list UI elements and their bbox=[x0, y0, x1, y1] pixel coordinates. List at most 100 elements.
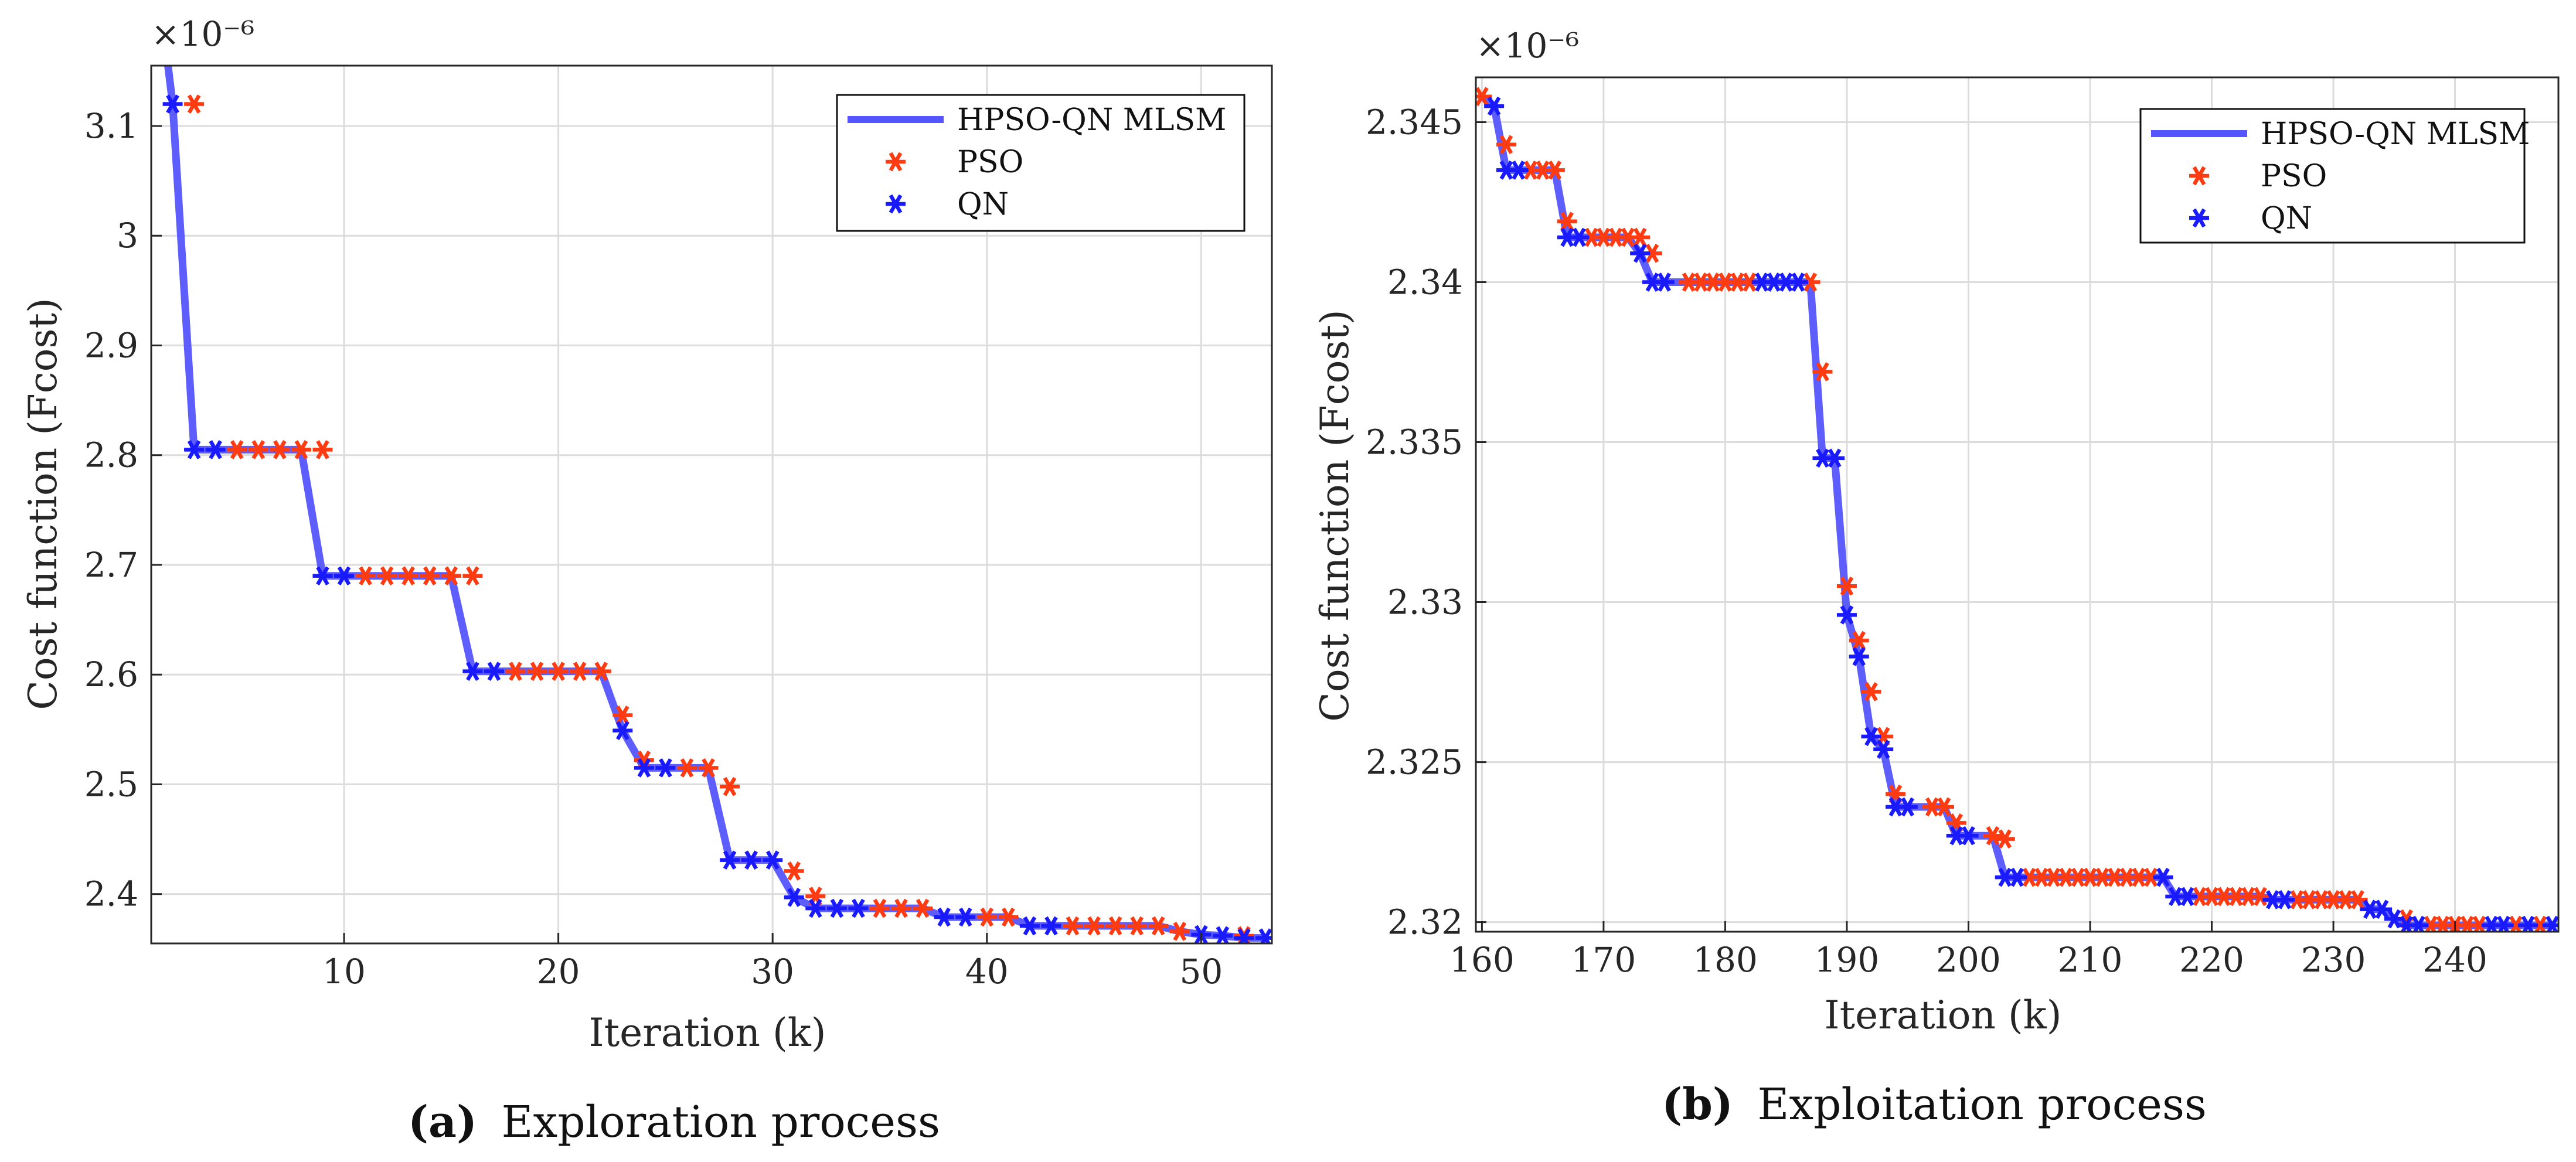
pso-point bbox=[505, 662, 526, 681]
pso-point bbox=[1690, 272, 1711, 292]
caption-text-a: Exploration process bbox=[502, 1097, 940, 1147]
pso-point bbox=[355, 566, 376, 586]
qn-point bbox=[334, 566, 355, 586]
pso-markers-a bbox=[184, 94, 1254, 943]
pso-point bbox=[1995, 829, 2015, 849]
pso-point bbox=[1739, 272, 1760, 292]
legend-pso-swatch bbox=[886, 152, 906, 172]
pso-point bbox=[312, 440, 333, 459]
qn-point-arm bbox=[1044, 916, 1058, 936]
qn-point bbox=[1812, 448, 1833, 468]
y-tick-label: 3 bbox=[117, 216, 138, 255]
pso-point-arm bbox=[980, 907, 994, 927]
legend-qn-swatch-arm bbox=[2192, 208, 2206, 228]
y-tick-label: 2.32 bbox=[1387, 902, 1463, 942]
pso-point-arm bbox=[1087, 916, 1101, 936]
pso-point bbox=[676, 758, 697, 778]
pso-point bbox=[698, 758, 719, 778]
pso-point bbox=[998, 907, 1019, 927]
pso-point bbox=[441, 566, 461, 586]
pso-point bbox=[2116, 867, 2137, 887]
pso-point bbox=[1836, 576, 1857, 596]
qn-point-arm bbox=[2278, 890, 2292, 909]
pso-point bbox=[1544, 161, 1565, 180]
pso-point-arm bbox=[702, 758, 715, 778]
qn-point-arm bbox=[487, 662, 501, 681]
pso-point-arm bbox=[1864, 682, 1878, 701]
pso-point bbox=[1679, 272, 1699, 292]
qn-point bbox=[1897, 797, 1918, 817]
pso-point bbox=[869, 898, 890, 918]
pso-point bbox=[2189, 887, 2210, 907]
pso-point bbox=[2226, 887, 2247, 907]
x-tick-label: 240 bbox=[2422, 940, 2487, 980]
pso-markers-b bbox=[1476, 87, 2550, 932]
legend-label: QN bbox=[957, 187, 1009, 222]
qn-point-arm bbox=[1840, 605, 1854, 625]
x-ticks-b: 160 170 180 190 200 210 220 230 240 bbox=[1449, 921, 2487, 980]
pso-point bbox=[2421, 915, 2441, 932]
qn-point bbox=[826, 898, 847, 918]
pso-point-arm bbox=[1803, 272, 1818, 292]
pso-point-arm bbox=[2034, 867, 2048, 887]
pso-point bbox=[1105, 916, 1126, 936]
pso-point-arm bbox=[359, 566, 372, 586]
legend-label: PSO bbox=[957, 145, 1023, 180]
pso-point bbox=[2323, 890, 2344, 909]
qn-point bbox=[2153, 867, 2173, 887]
pso-point-arm bbox=[894, 898, 908, 918]
x-tick-label: 40 bbox=[965, 952, 1009, 991]
panel-b: 160 170 180 190 200 210 220 230 240 2.322.3252.3… bbox=[1312, 26, 2560, 1130]
pso-point-arm bbox=[294, 440, 308, 459]
pso-point-arm bbox=[2533, 915, 2547, 932]
pso-point bbox=[377, 566, 397, 586]
y-tick-label: 2.8 bbox=[84, 435, 138, 475]
pso-point-arm bbox=[1645, 243, 1659, 263]
pso-point bbox=[2141, 867, 2161, 887]
qn-point-arm bbox=[1633, 243, 1647, 263]
pso-point-arm bbox=[2047, 867, 2061, 887]
qn-point bbox=[2518, 915, 2538, 932]
qn-point bbox=[1776, 272, 1796, 292]
pso-point bbox=[2335, 890, 2356, 909]
pso-point bbox=[1922, 797, 1942, 817]
qn-point bbox=[2165, 887, 2186, 907]
y-axis-label-a: Cost function (Fcost) bbox=[21, 298, 66, 710]
caption-b: (b) Exploitation process bbox=[1662, 1079, 2207, 1130]
x-tick-label: 30 bbox=[751, 952, 794, 991]
qn-point bbox=[2396, 915, 2417, 932]
pso-point bbox=[591, 662, 611, 681]
pso-point bbox=[2506, 915, 2526, 932]
pso-point-arm bbox=[2254, 887, 2267, 907]
pso-point bbox=[270, 440, 290, 459]
pso-point bbox=[1727, 272, 1748, 292]
pso-point bbox=[2201, 887, 2222, 907]
pso-point-arm bbox=[1066, 916, 1080, 936]
qn-point-arm bbox=[1779, 272, 1793, 292]
pso-point-arm bbox=[2509, 915, 2523, 932]
qn-point-arm bbox=[1901, 797, 1915, 817]
legend-b: HPSO-QN MLSM PSO QN bbox=[2139, 108, 2530, 244]
qn-point-arm bbox=[1864, 727, 1878, 747]
pso-point bbox=[462, 566, 483, 586]
pso-point bbox=[1642, 243, 1662, 263]
pso-point-arm bbox=[1548, 161, 1562, 180]
pso-point-arm bbox=[316, 440, 329, 459]
pso-point bbox=[291, 440, 311, 459]
grid-b bbox=[1476, 77, 2558, 932]
pso-point-arm bbox=[787, 861, 801, 881]
pso-point bbox=[1849, 631, 1869, 650]
qn-point-arm bbox=[1828, 448, 1842, 468]
qn-point bbox=[2408, 915, 2429, 932]
pso-point-arm bbox=[2302, 890, 2316, 909]
legend-qn-swatch-arm bbox=[889, 194, 903, 214]
pso-point-arm bbox=[1002, 907, 1015, 927]
qn-point bbox=[1861, 727, 1881, 747]
legend-label: PSO bbox=[2261, 159, 2327, 194]
pso-point-arm bbox=[380, 566, 394, 586]
qn-point bbox=[955, 907, 976, 927]
y-tick-label: 2.33 bbox=[1387, 582, 1463, 622]
pso-point-arm bbox=[2095, 867, 2109, 887]
x-tick-label: 50 bbox=[1179, 952, 1223, 991]
y-tick-label: 2.9 bbox=[84, 325, 138, 365]
